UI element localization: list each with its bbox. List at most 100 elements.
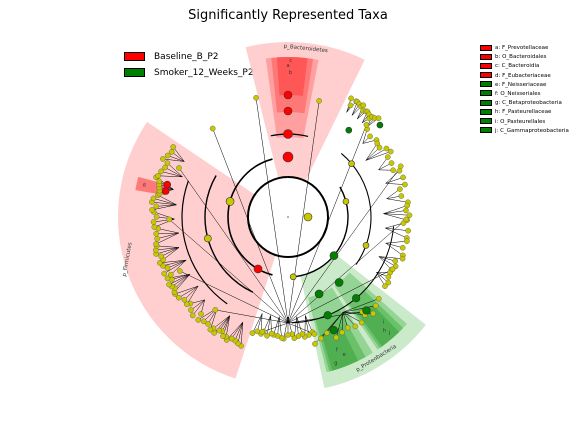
bacteroidetes-leaf-edge <box>215 309 289 324</box>
firmicutes-leaf-edge <box>167 259 187 269</box>
firmicutes-leaf-node <box>153 231 160 237</box>
right-leaf-edge <box>385 170 400 184</box>
firmicutes-leaf-node <box>220 333 226 339</box>
firmicutes-leaf-edge <box>174 274 191 289</box>
right-leaf-edge <box>383 210 406 214</box>
right-leaf-node <box>404 202 411 209</box>
bacteroidetes-leaf-edge <box>287 100 320 324</box>
right-leaf-edge <box>378 256 392 270</box>
bacteroidetes-leaf-edge <box>212 128 289 324</box>
firmicutes-leaf-edge <box>192 299 205 316</box>
right-leaf-node <box>376 144 383 151</box>
firmicutes-leaf-node <box>153 214 160 220</box>
firmicutes-leaf-node <box>205 321 211 327</box>
taxa-legend-item: g: C_Betaproteobacteria <box>480 99 569 108</box>
internal-node <box>342 198 350 205</box>
proteo-leaf-edge <box>342 312 356 327</box>
internal-node <box>163 180 172 189</box>
firmicutes-leaf-node <box>161 270 168 277</box>
firmicutes-leaf-node <box>181 297 188 303</box>
proteo-leaf-node <box>312 341 318 347</box>
taxa-legend-label: c: C_Bacteroidia <box>495 63 540 70</box>
firmicutes-leaf-edge <box>163 247 180 260</box>
taxa-legend-item: b: O_Bacteroidales <box>480 53 569 62</box>
right-leaf-node <box>385 274 392 280</box>
firmicutes-leaf-edge <box>158 175 183 178</box>
right-leaf-edge <box>385 177 404 184</box>
firmicutes-leaf-edge <box>167 162 183 178</box>
taxa-legend-item: f: O_Neisseriales <box>480 90 569 99</box>
bacteroidetes-leaf-node <box>259 329 265 335</box>
internal-node <box>348 160 355 167</box>
firmicutes-leaf-edge <box>156 247 180 255</box>
internal-node <box>329 251 339 260</box>
firmicutes-leaf-node <box>154 235 161 242</box>
bacteroidetes-leaf-node <box>176 165 182 171</box>
firmicutes-leaf-node <box>200 318 207 325</box>
proteo-leaf-node <box>370 310 377 317</box>
right-leaf-edge <box>385 242 403 248</box>
firmicutes-leaf-node <box>168 149 175 155</box>
right-leaf-node <box>406 212 413 219</box>
firmicutes-leaf-node <box>151 224 158 230</box>
proteo-leaf-node <box>339 329 345 336</box>
bacteroidetes-leaf-node <box>166 216 173 223</box>
taxa-legend-item: h: F_Pasteurellaceae <box>480 108 569 117</box>
internal-node <box>362 306 371 315</box>
label-clade-d: d <box>143 182 146 188</box>
bacteroidetes-leaf-node <box>363 121 370 128</box>
label-clade-a: a <box>286 63 289 69</box>
label-bacteroidetes: p_Bacteroidetes <box>283 44 328 55</box>
firmicutes-leaf-edge <box>164 167 183 178</box>
firmicutes-leaf-edge <box>156 245 180 248</box>
proteo-leaf-node <box>324 330 330 336</box>
chart-title: Significantly Represented Taxa <box>188 8 388 23</box>
bottom-leaf-edge <box>266 315 271 336</box>
firmicutes-leaf-edge <box>167 155 185 162</box>
taxa-legend-label: e: F_Neisseriaceae <box>495 81 547 88</box>
right-leaf-node <box>385 279 392 286</box>
taxa-legend-item: i: O_Pasteurellales <box>480 118 569 127</box>
bacteroidetes-leaf-node <box>397 163 404 170</box>
taxa-legend-label: f: O_Neisseriales <box>495 90 541 97</box>
right-leaf-node <box>387 148 394 155</box>
right-leaf-node <box>388 160 395 166</box>
legend-label-baseline: Baseline_B_P2 <box>154 52 219 62</box>
proteo-leaf-edge <box>342 312 362 323</box>
right-leaf-node <box>404 238 410 244</box>
taxa-legend-label: b: O_Bacteroidales <box>495 54 547 61</box>
internal-node <box>161 187 170 195</box>
bacteroidetes-leaf-edge <box>287 219 407 324</box>
taxa-legend-label: d: F_Eubacteriaceae <box>495 72 551 79</box>
internal-node <box>352 294 361 303</box>
right-leaf-edge <box>365 151 391 161</box>
bacteroidetes-leaf-edge <box>178 167 289 324</box>
right-leaf-edge <box>365 147 380 161</box>
proteo-order-arc <box>291 226 395 324</box>
proteo-leaf-edge <box>342 305 376 313</box>
firmicutes-leaf-edge <box>151 201 177 206</box>
proteo-leaf-node <box>352 323 359 330</box>
firmicutes-leaf-edge <box>234 322 244 341</box>
firmicutes-leaf-node <box>166 281 172 288</box>
bacteroidetes-leaf-edge <box>255 97 289 324</box>
firmicutes-leaf-node <box>207 326 214 333</box>
internal-node <box>345 126 353 134</box>
taxa-legend-swatch <box>480 53 492 60</box>
firmicutes-leaf-edge <box>164 259 187 274</box>
bacteroidetes-leaf-node <box>212 307 219 313</box>
center-dot <box>287 216 289 218</box>
taxa-legend-label: g: C_Betaproteobacteria <box>495 100 562 107</box>
firmicutes-leaf-edge <box>157 195 177 206</box>
internal-node <box>225 197 235 206</box>
legend-item-smoker: Smoker_12_Weeks_P2 <box>124 68 254 78</box>
right-leaf-edge <box>383 213 408 221</box>
label-clade-f: f <box>336 347 338 353</box>
right-leaf-edge <box>385 183 405 185</box>
internal-node <box>314 289 324 299</box>
firmicutes-leaf-node <box>188 307 194 313</box>
bacteroidetes-leaf-edge <box>287 124 367 324</box>
internal-node <box>362 242 370 249</box>
bottom-leaf-edge <box>296 316 299 337</box>
